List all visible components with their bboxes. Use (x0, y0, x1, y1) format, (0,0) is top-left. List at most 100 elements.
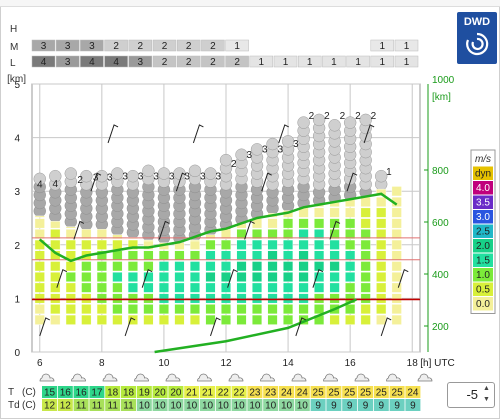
dewpoint-value: 10 (265, 401, 277, 412)
temperature-cell (42, 386, 57, 398)
thermal-bar-segment (34, 215, 45, 218)
thermal-bar-segment (158, 282, 169, 293)
dewpoint-value: 9 (410, 401, 416, 412)
thermal-bar-segment (283, 250, 294, 261)
thermal-bar-segment (220, 314, 232, 325)
cloud-row-value: 1 (234, 41, 240, 52)
thermal-bar-segment (314, 261, 325, 272)
thermal-bar-segment (376, 282, 387, 293)
thermal-bar-segment (298, 218, 309, 229)
thermal-bar-segment (376, 196, 387, 207)
thermal-bar-segment (65, 314, 76, 325)
legend-label: dyn (475, 169, 491, 180)
thermal-bar-segment (345, 239, 356, 250)
thermal-bar-segment (34, 272, 45, 282)
thermal-bar-segment (50, 314, 61, 325)
cloud-row-value: 1 (355, 57, 361, 68)
cloud-disc (328, 119, 341, 132)
legend-swatch (473, 181, 493, 195)
thermal-bar-segment (112, 282, 123, 293)
thermal-bar-segment (127, 272, 138, 282)
thermal-bar-segment (220, 261, 232, 272)
cloud-count-label: 1 (386, 167, 392, 178)
thermal-bar-segment (345, 304, 356, 315)
cloud-row-cell (104, 39, 128, 52)
thermal-bar-segment (252, 293, 263, 304)
thermal-bar-segment (81, 272, 92, 282)
thermal-bar-segment (127, 282, 138, 293)
cloud-row-cell (394, 39, 419, 52)
temperature-value: 25 (344, 388, 356, 399)
cloud-row-value: 1 (331, 57, 337, 68)
cloud-row-cell (55, 55, 80, 68)
thermal-bar-segment (34, 229, 45, 240)
y-right-tick-label: 200 (432, 322, 449, 333)
temperature-cell (200, 386, 215, 398)
thermal-bar-segment (50, 239, 61, 250)
thermal-bar-segment (112, 239, 123, 250)
cloud-count-label: 2 (309, 111, 315, 122)
cloud-row-cell (297, 55, 322, 68)
cloud-disc (297, 116, 310, 129)
dewpoint-cell (263, 399, 279, 411)
wind-barb (73, 220, 85, 240)
temperature-cell (263, 386, 279, 398)
wind-barbs (39, 124, 409, 337)
thermal-bar-segment (96, 229, 107, 240)
thermal-bar-segment (205, 272, 216, 282)
wind-barb (397, 268, 409, 288)
legend-label: 3.0 (476, 212, 490, 223)
thermal-bar-segment (236, 272, 247, 282)
cloud-row-value: 1 (380, 41, 386, 52)
cloud-weather-icon (417, 373, 433, 382)
thermal-bar-segment (283, 314, 294, 325)
temperature-value: 16 (76, 388, 88, 399)
thermal-bar-segment (314, 304, 325, 315)
thermal-bar-segment (205, 234, 216, 240)
cloud-row-cell (273, 55, 298, 68)
y-right-tick-label: 400 (432, 270, 449, 281)
offset-stepper[interactable]: -5 ▲ ▼ (447, 382, 495, 408)
temperature-cell (310, 386, 326, 398)
thermal-bar-segment (360, 207, 371, 218)
dewpoint-cell (152, 399, 168, 411)
cloud-row-value: 2 (186, 57, 192, 68)
cloud-row-label: L (10, 58, 16, 69)
cloud-weather-icon (102, 373, 118, 382)
cloud-count-label: 3 (262, 145, 268, 156)
chevron-up-icon[interactable]: ▲ (483, 385, 490, 392)
thermal-bar-segment (174, 261, 185, 272)
legend-label: 2.5 (476, 227, 490, 238)
cloud-disc (235, 148, 248, 161)
legend-swatch (473, 268, 493, 282)
thermal-bar-segment (314, 218, 325, 229)
thermal-bar-segment (267, 314, 278, 325)
thermal-bar-segment (314, 229, 325, 240)
thermal-bar-segment (252, 261, 263, 272)
cloud-weather-icon (354, 373, 370, 382)
cloud-row-cell (128, 39, 153, 52)
lower-green-line (154, 298, 357, 354)
temperature-cell (231, 386, 247, 398)
dewpoint-value: 11 (92, 401, 103, 412)
temperature-value: 18 (123, 388, 135, 399)
dewpoint-value: 10 (297, 401, 309, 412)
temperature-cell (121, 386, 136, 398)
thermal-bar-segment (127, 239, 138, 250)
y-right-tick-label: 600 (432, 218, 449, 229)
x-axis-unit: [h] UTC (420, 358, 454, 369)
thermal-bar-segment (267, 218, 278, 229)
chevron-down-icon[interactable]: ▼ (483, 396, 490, 403)
dewpoint-cell (231, 399, 247, 411)
thermal-bar-segment (298, 293, 309, 304)
thermal-bar-segment (376, 207, 387, 218)
dewpoint-cell (57, 399, 73, 411)
cloud-row-cell (128, 55, 153, 68)
cloud-disc (250, 143, 264, 156)
thermal-bar-segment (360, 196, 371, 207)
wind-barb (244, 220, 255, 240)
thermal-bar-segment (236, 293, 247, 304)
cloud-row-cell (201, 39, 225, 52)
thermal-bar-segment (220, 304, 232, 315)
